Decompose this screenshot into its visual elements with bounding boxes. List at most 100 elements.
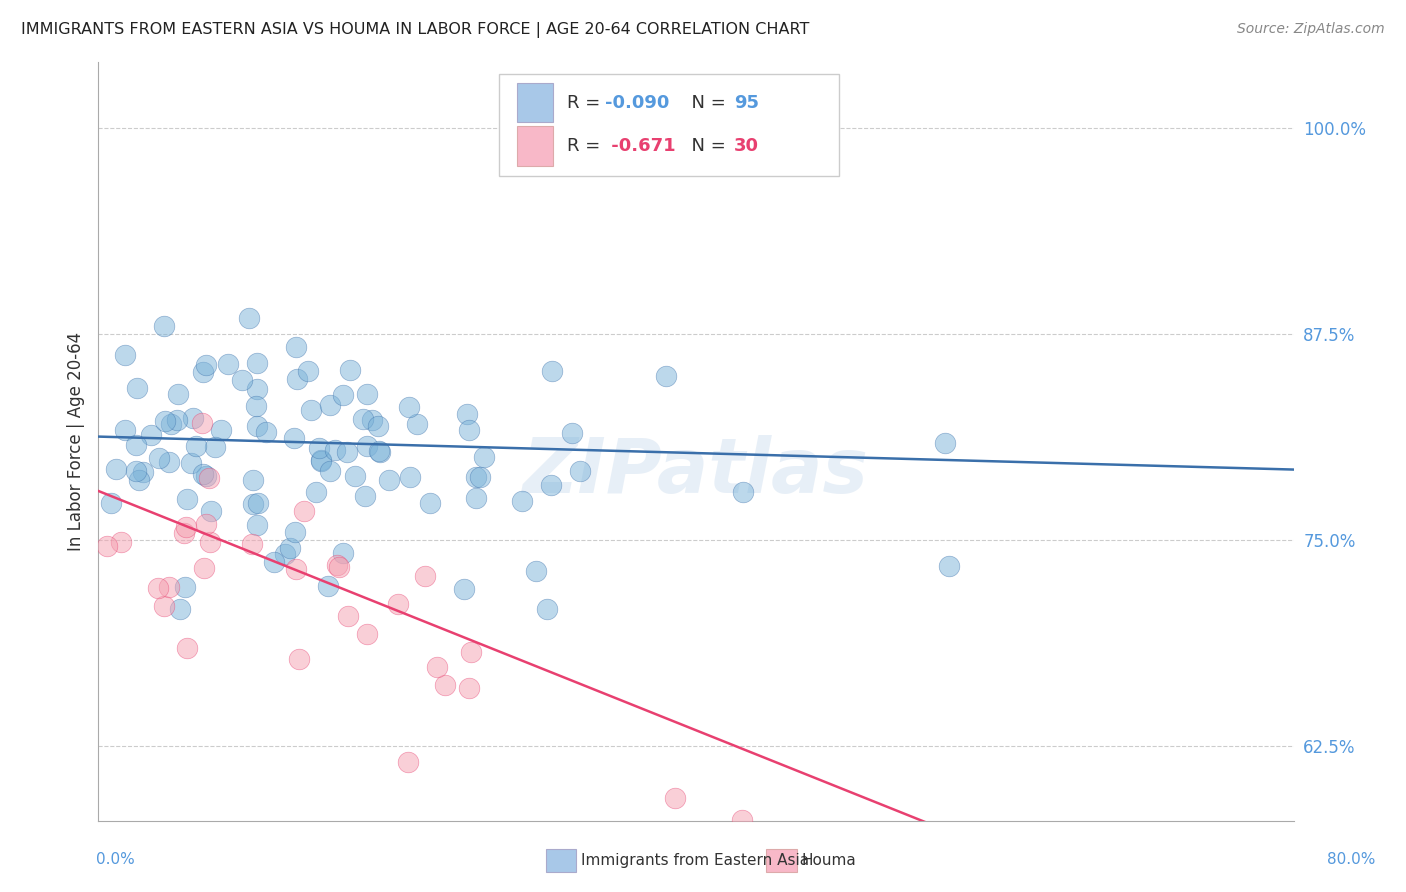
Text: -0.090: -0.090 — [605, 94, 669, 112]
Point — [278, 541, 301, 556]
Text: Houma: Houma — [801, 854, 856, 868]
Point — [242, 473, 264, 487]
Point — [328, 560, 350, 574]
Text: IMMIGRANTS FROM EASTERN ASIA VS HOUMA IN LABOR FORCE | AGE 20-64 CORRELATION CHA: IMMIGRANTS FROM EASTERN ASIA VS HOUMA IN… — [21, 22, 810, 38]
FancyBboxPatch shape — [499, 74, 839, 177]
Point — [367, 443, 389, 458]
Point — [246, 517, 269, 532]
Point — [200, 503, 222, 517]
Point — [100, 495, 122, 509]
Point — [396, 755, 419, 769]
Point — [191, 365, 214, 379]
Point — [370, 445, 392, 459]
Point — [367, 418, 389, 433]
Point — [561, 425, 583, 440]
Text: R =: R = — [567, 94, 606, 112]
Point — [217, 357, 239, 371]
Point — [326, 558, 349, 572]
Point — [332, 546, 354, 560]
Text: 80.0%: 80.0% — [1327, 852, 1375, 867]
Point — [354, 489, 377, 503]
Point — [339, 363, 361, 377]
Point — [254, 425, 277, 439]
Point — [336, 445, 359, 459]
Point — [568, 464, 591, 478]
Point — [176, 491, 198, 506]
Point — [472, 450, 495, 465]
Text: 30: 30 — [734, 136, 759, 155]
Text: ZIPatlas: ZIPatlas — [523, 435, 869, 508]
Point — [246, 356, 269, 370]
Point — [132, 465, 155, 479]
Point — [194, 469, 217, 483]
Point — [96, 539, 118, 553]
Text: R =: R = — [567, 136, 606, 155]
Point — [193, 561, 215, 575]
Point — [316, 579, 339, 593]
Point — [356, 386, 378, 401]
Point — [352, 412, 374, 426]
Point — [406, 417, 429, 431]
Point — [195, 358, 218, 372]
Point — [114, 423, 136, 437]
Text: N =: N = — [681, 136, 733, 155]
Text: N =: N = — [681, 94, 733, 112]
Point — [387, 597, 409, 611]
Text: Source: ZipAtlas.com: Source: ZipAtlas.com — [1237, 22, 1385, 37]
Point — [938, 559, 960, 574]
Text: 0.0%: 0.0% — [96, 852, 135, 867]
Point — [332, 388, 354, 402]
Point — [540, 477, 562, 491]
Point — [419, 496, 441, 510]
Point — [510, 494, 533, 508]
Point — [148, 581, 170, 595]
Point — [181, 411, 204, 425]
Point — [299, 403, 322, 417]
Point — [174, 580, 197, 594]
Point — [344, 469, 367, 483]
Point — [125, 438, 148, 452]
Point — [231, 373, 253, 387]
Point — [664, 790, 686, 805]
Point — [453, 582, 475, 596]
Y-axis label: In Labor Force | Age 20-64: In Labor Force | Age 20-64 — [66, 332, 84, 551]
Point — [457, 681, 479, 695]
Point — [413, 569, 436, 583]
Point — [731, 814, 754, 828]
Point — [470, 470, 492, 484]
Text: Immigrants from Eastern Asia: Immigrants from Eastern Asia — [581, 854, 808, 868]
Point — [105, 461, 128, 475]
Point — [285, 562, 308, 576]
Point — [246, 382, 269, 396]
Point — [204, 441, 226, 455]
Point — [456, 407, 478, 421]
FancyBboxPatch shape — [517, 126, 553, 166]
Point — [399, 470, 422, 484]
Point — [356, 439, 378, 453]
Point — [356, 627, 378, 641]
Point — [148, 450, 170, 465]
Point — [139, 428, 162, 442]
FancyBboxPatch shape — [517, 83, 553, 122]
Point — [426, 660, 449, 674]
Point — [465, 491, 488, 505]
Text: -0.671: -0.671 — [605, 136, 676, 155]
Point — [238, 310, 260, 325]
Point — [157, 454, 180, 468]
Point — [209, 423, 232, 437]
Point — [283, 431, 305, 445]
Point — [127, 381, 149, 395]
Point — [297, 364, 319, 378]
Point — [274, 547, 297, 561]
Point — [186, 439, 208, 453]
Point — [166, 412, 188, 426]
Point — [309, 453, 332, 467]
Text: 95: 95 — [734, 94, 759, 112]
Point — [524, 564, 547, 578]
Point — [200, 534, 222, 549]
Point — [114, 348, 136, 362]
Point — [173, 526, 195, 541]
Point — [309, 454, 332, 468]
Point — [398, 401, 420, 415]
Point — [541, 364, 564, 378]
